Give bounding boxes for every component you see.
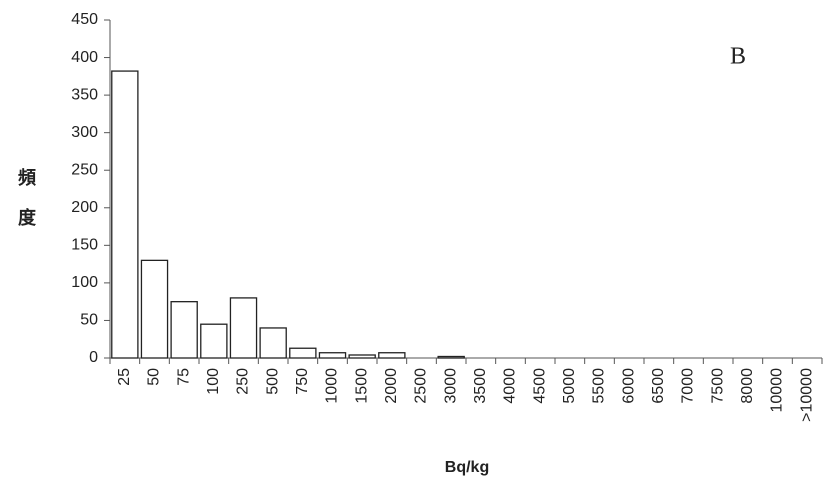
y-tick-label: 200: [71, 199, 98, 216]
bar: [200, 323, 228, 359]
x-tick-label: 75: [175, 368, 192, 386]
y-tick-label: 0: [89, 349, 98, 366]
bar: [289, 347, 317, 359]
bar: [348, 354, 376, 359]
x-tick-label: 25: [116, 368, 133, 386]
x-tick-label: 500: [264, 368, 281, 395]
x-tick-label: 6000: [620, 368, 637, 404]
x-tick-label: 2000: [383, 368, 400, 404]
y-tick-label: 150: [71, 237, 98, 254]
y-tick-label: 450: [71, 11, 98, 28]
x-tick-label: 250: [235, 368, 252, 395]
bar: [437, 355, 465, 359]
x-tick-label: 50: [146, 368, 163, 386]
x-tick-label: 100: [205, 368, 222, 395]
bar: [170, 301, 198, 359]
x-tick-label: 7000: [680, 368, 697, 404]
y-tick-label: 250: [71, 161, 98, 178]
annotation: B: [730, 44, 746, 70]
y-tick-label: 300: [71, 124, 98, 141]
x-tick-label: >10000: [798, 368, 815, 422]
x-tick-label: 8000: [739, 368, 756, 404]
x-tick-label: 7500: [709, 368, 726, 404]
bar: [111, 70, 139, 359]
x-tick-label: 3000: [442, 368, 459, 404]
y-tick-label: 100: [71, 274, 98, 291]
x-tick-label: 5500: [591, 368, 608, 404]
x-tick-label: 6500: [650, 368, 667, 404]
x-tick-label: 4500: [531, 368, 548, 404]
x-tick-label: 10000: [769, 368, 786, 413]
y-tick-label: 350: [71, 86, 98, 103]
x-tick-label: 4000: [502, 368, 519, 404]
x-tick-label: 1500: [353, 368, 370, 404]
bar: [140, 259, 169, 359]
x-tick-label: 750: [294, 368, 311, 395]
x-axis-title: Bq/kg: [445, 459, 489, 476]
y-axis-title: 頻度: [16, 167, 36, 248]
x-tick-label: 1000: [324, 368, 341, 404]
x-tick-label: 2500: [413, 368, 430, 404]
x-tick-label: 3500: [472, 368, 489, 404]
x-tick-label: 5000: [561, 368, 578, 404]
bar: [229, 297, 258, 359]
bar: [378, 352, 406, 359]
y-tick-label: 50: [80, 312, 98, 329]
bar: [259, 327, 287, 359]
y-tick-label: 400: [71, 49, 98, 66]
bar: [318, 352, 347, 359]
